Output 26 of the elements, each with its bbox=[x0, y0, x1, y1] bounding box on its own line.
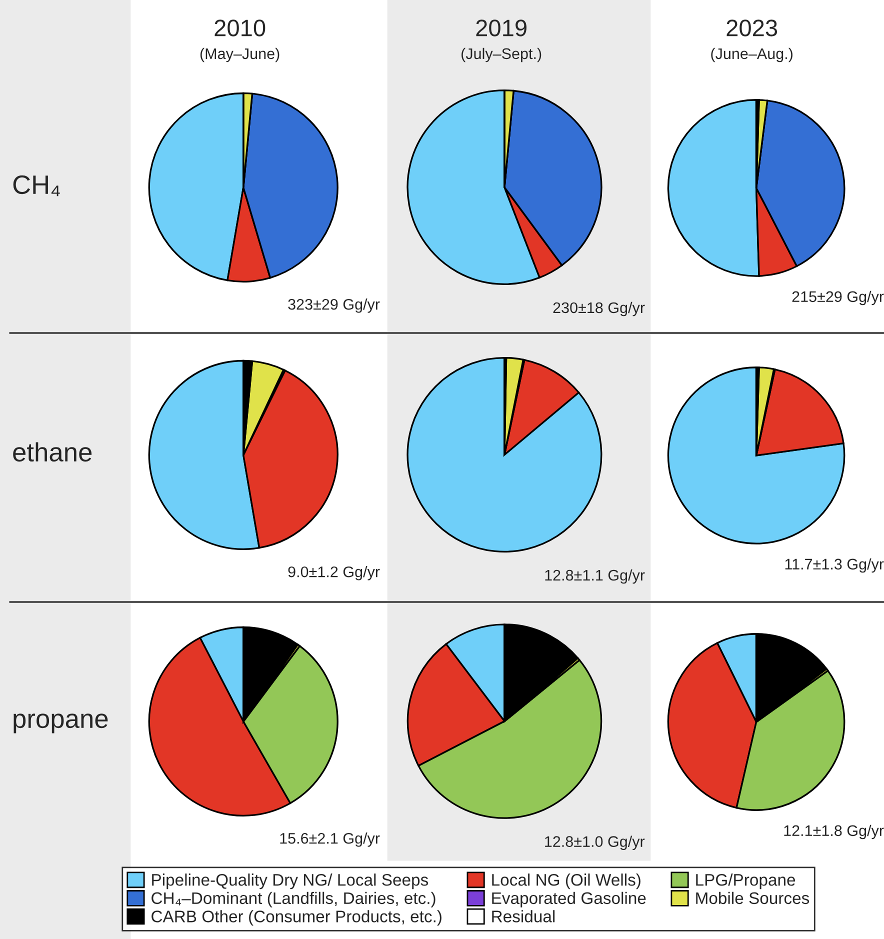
chart-subtitle: (June–Aug.) bbox=[711, 48, 792, 62]
chart-title: 2023 bbox=[726, 20, 778, 36]
text: 12.8±1.1 Gg/yr bbox=[545, 569, 645, 584]
text: propane bbox=[14, 714, 108, 734]
legend-label: Evaporated Gasoline bbox=[492, 892, 646, 908]
text: 15.6±2.1 Gg/yr bbox=[280, 832, 380, 847]
legend-label: CH₄–Dominant (Landfills, Dairies, etc.) bbox=[152, 892, 436, 908]
chart-title: 2019 bbox=[476, 20, 526, 36]
text: ethane bbox=[13, 442, 92, 462]
chart-subtitle: (May–June) bbox=[200, 48, 280, 62]
text: 11.7±1.3 Gg/yr bbox=[785, 558, 884, 573]
text: 12.8±1.0 Gg/yr bbox=[545, 836, 645, 850]
legend-label: Mobile Sources bbox=[696, 892, 810, 904]
legend-label: Residual bbox=[492, 910, 555, 922]
text: CH₄ bbox=[13, 175, 60, 196]
legend-label: Pipeline-Quality Dry NG/ Local Seeps bbox=[152, 874, 428, 890]
legend-label: LPG/Propane bbox=[696, 874, 796, 890]
text: 230±18 Gg/yr bbox=[553, 302, 645, 316]
text: 12.1±1.8 Gg/yr bbox=[784, 824, 884, 840]
chart-subtitle: (July–Sept.) bbox=[462, 48, 542, 62]
legend-label: CARB Other (Consumer Products, etc.) bbox=[152, 910, 442, 926]
text: 9.0±1.2 Gg/yr bbox=[288, 566, 380, 580]
chart-title: 2010 bbox=[214, 20, 266, 36]
text: 323±29 Gg/yr bbox=[288, 298, 380, 313]
legend-label: Local NG (Oil Wells) bbox=[492, 874, 640, 890]
text: 215±29 Gg/yr bbox=[792, 290, 884, 306]
